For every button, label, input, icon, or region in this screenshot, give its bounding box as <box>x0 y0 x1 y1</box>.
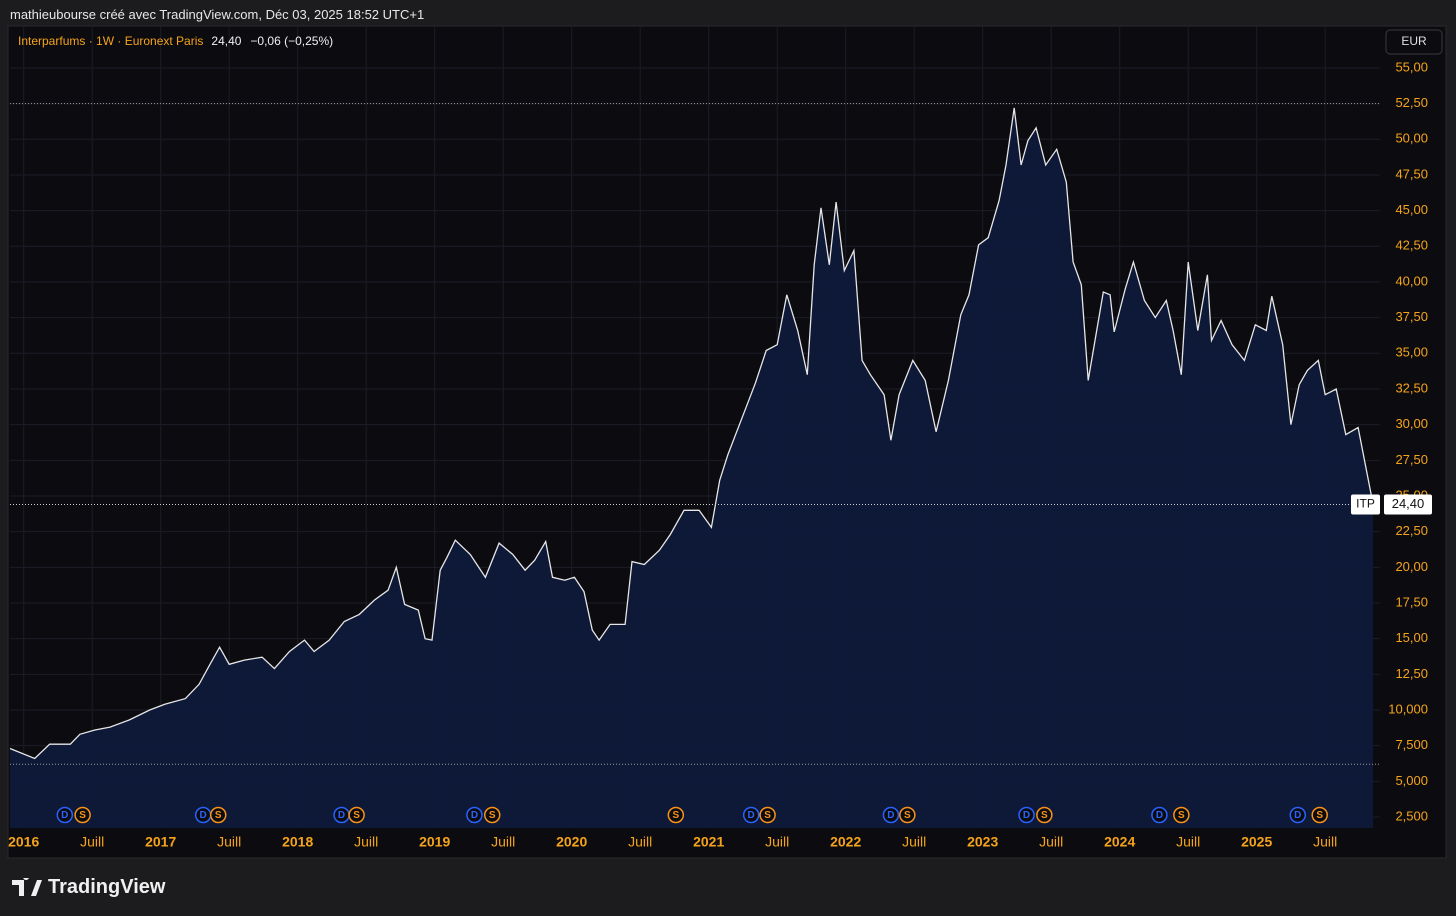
event-marker <box>899 806 916 824</box>
y-tick-label: 20,00 <box>1395 559 1428 574</box>
y-tick-label: 40,00 <box>1395 273 1428 288</box>
y-tick-label: 30,00 <box>1395 416 1428 431</box>
event-marker <box>483 806 501 824</box>
x-tick-label: 2023 <box>967 834 998 850</box>
footer-logo: TradingView <box>12 876 165 899</box>
y-tick-label: 55,00 <box>1395 59 1428 74</box>
event-marker <box>1311 806 1328 824</box>
event-label: D <box>338 810 345 821</box>
event-marker <box>759 806 776 824</box>
event-marker <box>1173 806 1190 824</box>
price-box <box>1384 494 1432 515</box>
x-tick-label: 2022 <box>830 834 861 850</box>
currency-button[interactable] <box>1385 29 1443 55</box>
y-tick-label: 47,50 <box>1395 166 1428 181</box>
event-marker <box>882 806 900 824</box>
event-marker <box>466 806 483 824</box>
x-tick-label: 2016 <box>8 834 39 850</box>
event-marker <box>348 806 365 824</box>
event-marker <box>56 806 74 824</box>
event-label: S <box>1041 810 1048 821</box>
header-price: 24,40 <box>211 34 241 48</box>
price-line <box>9 107 1374 760</box>
event-label: D <box>61 810 68 821</box>
event-label: S <box>215 810 222 821</box>
event-marker <box>1151 806 1168 824</box>
area-fill <box>10 107 1374 828</box>
attribution: mathieubourse créé avec TradingView.com,… <box>10 7 425 22</box>
x-tick-label: Juill <box>80 834 104 850</box>
logo-icon <box>12 877 42 896</box>
y-tick-label: 15,00 <box>1395 630 1428 645</box>
event-label: D <box>471 810 478 821</box>
footer-text: TradingView <box>48 876 166 898</box>
event-label: D <box>200 810 207 821</box>
event-label: S <box>764 810 771 821</box>
chart-title: Interparfums · 1W · Euronext Paris <box>18 34 203 48</box>
symbol-label: ITP <box>1356 497 1375 511</box>
x-tick-label: 2020 <box>556 834 587 850</box>
y-tick-label: 45,00 <box>1395 202 1428 217</box>
x-tick-label: 2021 <box>693 834 724 850</box>
event-label: D <box>887 810 894 821</box>
event-marker <box>209 806 227 824</box>
x-tick-label: Juill <box>1039 834 1063 850</box>
y-tick-label: 27,50 <box>1395 452 1428 467</box>
event-marker <box>1036 806 1053 824</box>
header-change: −0,06 (−0,25%) <box>250 34 333 48</box>
y-tick-label: 12,50 <box>1395 666 1428 681</box>
event-label: S <box>1178 810 1185 821</box>
x-tick-label: 2017 <box>145 834 176 850</box>
currency[interactable]: EUR <box>1401 34 1427 48</box>
event-label: S <box>672 810 679 821</box>
y-tick-label: 37,50 <box>1395 309 1428 324</box>
y-tick-label: 50,00 <box>1395 131 1428 146</box>
x-tick-label: 2025 <box>1241 834 1272 850</box>
event-label: S <box>79 810 86 821</box>
x-tick-label: 2018 <box>282 834 313 850</box>
event-label: S <box>1316 810 1323 821</box>
event-marker <box>74 806 91 824</box>
x-tick-label: Juill <box>1176 834 1200 850</box>
symbol-box <box>1351 494 1380 515</box>
event-marker <box>742 806 760 824</box>
y-tick-label: 22,50 <box>1395 523 1428 538</box>
event-label: S <box>904 810 911 821</box>
y-tick-label: 2,500 <box>1395 808 1428 823</box>
y-tick-label: 42,50 <box>1395 238 1428 253</box>
event-label: D <box>1156 810 1163 821</box>
x-tick-label: Juill <box>491 834 515 850</box>
x-tick-label: Juill <box>217 834 241 850</box>
price-label: 24,40 <box>1392 496 1425 511</box>
y-tick-label: 35,00 <box>1395 345 1428 360</box>
y-tick-label: 52,50 <box>1395 95 1428 110</box>
event-marker <box>667 806 685 824</box>
y-tick-label: 5,000 <box>1395 773 1428 788</box>
x-tick-label: Juill <box>354 834 378 850</box>
event-marker <box>1289 806 1307 824</box>
y-tick-label: 17,50 <box>1395 594 1428 609</box>
y-tick-label: 32,50 <box>1395 380 1428 395</box>
event-label: S <box>353 810 360 821</box>
x-tick-label: 2024 <box>1104 834 1135 850</box>
event-label: D <box>1023 810 1030 821</box>
event-label: D <box>1294 810 1301 821</box>
x-tick-label: Juill <box>902 834 926 850</box>
event-marker <box>1018 806 1035 824</box>
y-tick-label: 10,000 <box>1388 701 1428 716</box>
y-tick-label: 7,500 <box>1395 737 1428 752</box>
x-tick-label: Juill <box>765 834 789 850</box>
event-label: S <box>489 810 496 821</box>
x-tick-label: 2019 <box>419 834 450 850</box>
x-tick-label: Juill <box>1313 834 1337 850</box>
event-label: D <box>748 810 755 821</box>
x-tick-label: Juill <box>628 834 652 850</box>
